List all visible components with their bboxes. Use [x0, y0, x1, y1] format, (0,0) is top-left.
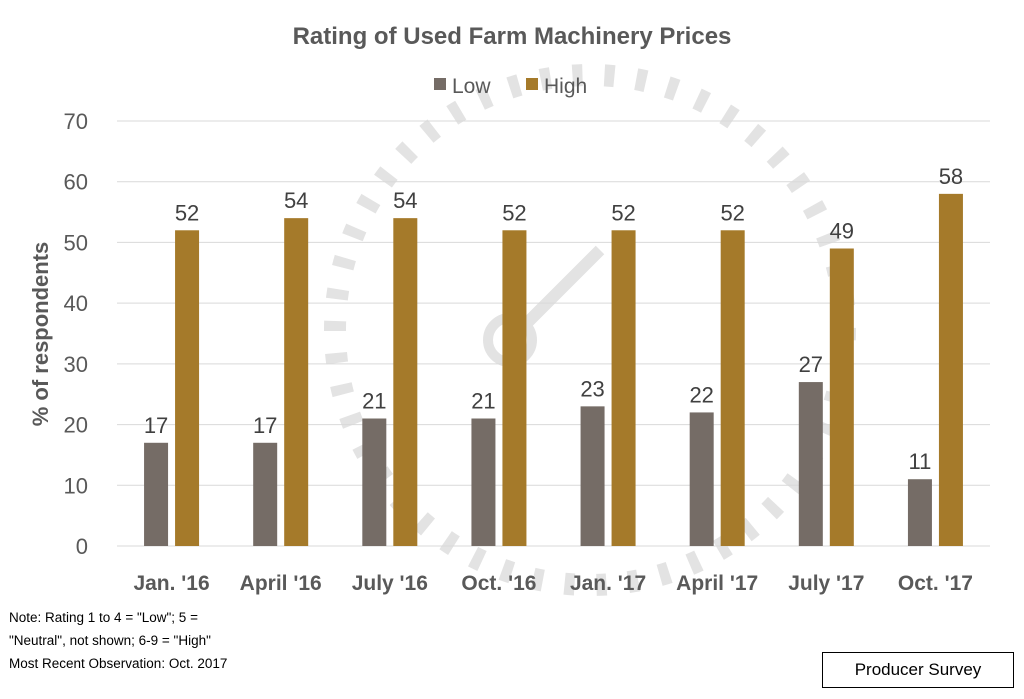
x-tick-label: April '16	[240, 572, 322, 595]
chart-title: Rating of Used Farm Machinery Prices	[293, 23, 732, 50]
data-label: 23	[580, 376, 604, 401]
legend-swatch-low	[434, 78, 446, 90]
x-tick-label: July '16	[352, 572, 428, 595]
watermark-needle-icon	[515, 245, 605, 335]
x-tick-label: Jan. '17	[570, 572, 646, 595]
y-tick-label: 40	[64, 291, 88, 316]
bar-low	[362, 418, 387, 546]
note-line-2: "Neutral", not shown; 6-9 = "High"	[9, 633, 211, 648]
bar-low	[798, 382, 823, 546]
y-tick-label: 30	[64, 352, 88, 377]
data-label: 27	[799, 352, 823, 377]
data-label: 52	[611, 200, 635, 225]
note-line-1: Note: Rating 1 to 4 = "Low"; 5 =	[9, 610, 198, 625]
x-tick-label: Oct. '16	[461, 572, 536, 595]
y-tick-label: 20	[64, 413, 88, 438]
data-label: 58	[939, 164, 963, 189]
data-label: 52	[720, 200, 744, 225]
bar-high	[284, 218, 309, 546]
data-label: 54	[393, 188, 417, 213]
y-tick-label: 0	[76, 534, 88, 559]
bar-high	[175, 230, 200, 547]
data-label: 49	[830, 219, 854, 244]
x-tick-label: Oct. '17	[898, 572, 973, 595]
y-tick-label: 10	[64, 473, 88, 498]
data-label: 11	[909, 449, 932, 474]
bar-low	[580, 406, 605, 546]
x-tick-label: April '17	[676, 572, 758, 595]
legend-label-low: Low	[452, 75, 491, 98]
bar-high	[829, 248, 854, 546]
data-label: 22	[689, 382, 713, 407]
bar-high	[720, 230, 745, 547]
y-tick-label: 70	[64, 109, 88, 134]
data-label: 52	[175, 200, 199, 225]
producer-survey-badge: Producer Survey	[822, 652, 1014, 688]
data-label: 54	[284, 188, 308, 213]
bar-high	[502, 230, 527, 547]
y-axis-label: % of respondents	[28, 242, 53, 427]
data-label: 17	[144, 413, 168, 438]
bar-low	[689, 412, 714, 546]
bar-low	[253, 442, 278, 546]
x-tick-label: Jan. '16	[133, 572, 209, 595]
legend-label-high: High	[544, 75, 587, 98]
bar-high	[393, 218, 418, 546]
bar-high	[938, 193, 963, 546]
bar-low	[144, 442, 169, 546]
legend-swatch-high	[526, 78, 538, 90]
data-label: 52	[502, 200, 526, 225]
data-label: 21	[362, 389, 386, 414]
data-label: 17	[253, 413, 277, 438]
data-label: 21	[471, 389, 495, 414]
y-tick-label: 60	[64, 170, 88, 195]
bar-low	[471, 418, 496, 546]
x-tick-label: July '17	[788, 572, 864, 595]
y-tick-label: 50	[64, 230, 88, 255]
note-line-3: Most Recent Observation: Oct. 2017	[9, 656, 228, 671]
bar-high	[611, 230, 636, 547]
bar-low	[907, 479, 932, 546]
